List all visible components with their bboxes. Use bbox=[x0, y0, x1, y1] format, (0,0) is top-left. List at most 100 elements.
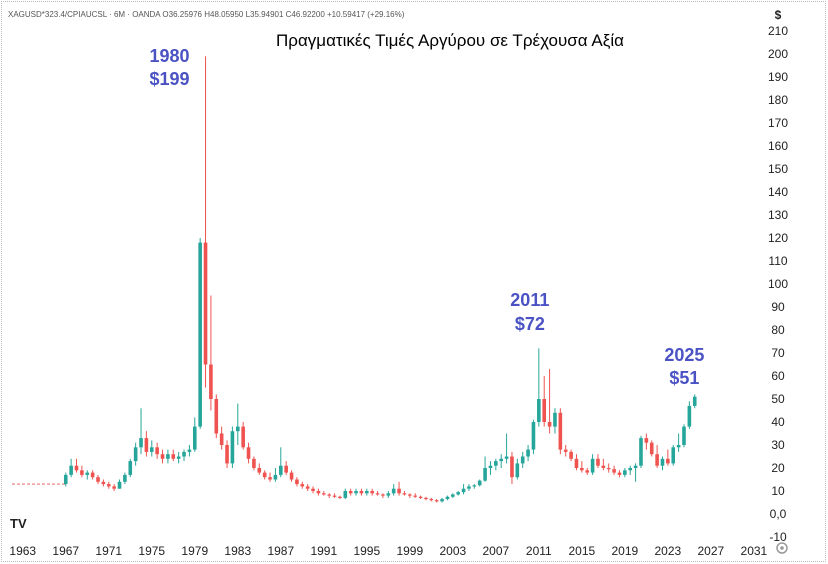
x-tick-label: 1999 bbox=[396, 544, 423, 558]
x-tick-label: 1995 bbox=[353, 544, 380, 558]
candle-body bbox=[569, 451, 573, 459]
candle-body bbox=[123, 474, 127, 482]
candle-body bbox=[612, 469, 616, 473]
candle-body bbox=[386, 493, 391, 496]
candle-body bbox=[316, 491, 321, 494]
candle-body bbox=[408, 494, 412, 496]
candle-body bbox=[128, 461, 133, 475]
x-axis: 1963 1967 1971 1975 1979 1983 1987 1991 1995 1999… bbox=[9, 544, 767, 558]
candle-body bbox=[171, 454, 176, 459]
candle-body bbox=[338, 496, 342, 498]
candle-body bbox=[268, 477, 272, 480]
candle-body bbox=[139, 438, 143, 448]
candle-body bbox=[601, 465, 606, 468]
x-tick-label: 1963 bbox=[9, 544, 36, 558]
y-tick-label: 150 bbox=[768, 162, 788, 176]
candle-body bbox=[531, 422, 536, 450]
candle-body bbox=[596, 458, 600, 466]
candle-body bbox=[553, 412, 557, 427]
candles-layer bbox=[63, 56, 697, 503]
candle-body bbox=[623, 470, 627, 475]
candle-body bbox=[112, 486, 116, 489]
candle-body bbox=[133, 447, 138, 462]
candle-body bbox=[585, 470, 590, 473]
candle-body bbox=[252, 458, 256, 468]
candle-body bbox=[273, 474, 278, 480]
candle-body bbox=[192, 426, 197, 450]
annotation-price: $72 bbox=[515, 314, 545, 334]
candle-body bbox=[644, 438, 649, 443]
candle-body bbox=[649, 442, 654, 455]
annotation-price: $199 bbox=[150, 69, 190, 89]
candle-body bbox=[537, 399, 541, 422]
x-tick-label: 2003 bbox=[439, 544, 466, 558]
candle-body bbox=[101, 481, 106, 485]
candle-body bbox=[563, 449, 568, 452]
candle-body bbox=[682, 426, 686, 445]
annotation-price: $51 bbox=[669, 368, 699, 388]
y-tick-label: 210 bbox=[768, 24, 788, 38]
candle-body bbox=[606, 468, 611, 470]
candle-body bbox=[348, 491, 353, 494]
candle-body bbox=[472, 485, 477, 487]
candle-body bbox=[359, 491, 364, 494]
candle-body bbox=[203, 242, 208, 365]
candle-body bbox=[477, 480, 482, 486]
candle-body bbox=[284, 465, 288, 473]
y-tick-label: 110 bbox=[768, 254, 787, 268]
candle-body bbox=[628, 468, 633, 471]
candle-body bbox=[483, 468, 487, 481]
candle-body bbox=[402, 493, 407, 495]
y-tick-label: 120 bbox=[768, 231, 788, 245]
candle-body bbox=[633, 465, 638, 468]
candle-body bbox=[241, 426, 245, 448]
candle-body bbox=[182, 451, 186, 457]
candle-body bbox=[526, 449, 530, 457]
y-tick-label: 200 bbox=[768, 47, 788, 61]
chart-title: Πραγματικές Τιμές Αργύρου σε Τρέχουσα Αξ… bbox=[276, 31, 624, 50]
x-tick-label: 1979 bbox=[181, 544, 208, 558]
annotation-year: 2025 bbox=[664, 345, 704, 365]
candle-body bbox=[209, 364, 213, 399]
candle-body bbox=[187, 449, 192, 452]
x-tick-label: 2027 bbox=[698, 544, 725, 558]
candle-body bbox=[225, 445, 229, 464]
candle-body bbox=[74, 465, 79, 471]
candle-body bbox=[520, 456, 525, 464]
candle-body bbox=[655, 454, 659, 466]
candle-body bbox=[424, 497, 428, 500]
y-tick-label: 190 bbox=[768, 70, 788, 84]
candle-body bbox=[289, 472, 294, 480]
candle-body bbox=[85, 472, 90, 475]
y-tick-label: -10 bbox=[769, 530, 787, 544]
x-tick-label: 2019 bbox=[611, 544, 638, 558]
y-tick-label: 50 bbox=[771, 392, 785, 406]
candle-body bbox=[230, 431, 235, 464]
candle-body bbox=[666, 458, 670, 464]
x-tick-label: 1991 bbox=[310, 544, 337, 558]
candle-body bbox=[499, 458, 504, 462]
y-tick-label: 90 bbox=[771, 300, 785, 314]
candle-body bbox=[456, 492, 460, 495]
x-tick-label: 1975 bbox=[138, 544, 165, 558]
x-tick-label: 1987 bbox=[267, 544, 294, 558]
y-tick-label: 60 bbox=[771, 369, 785, 383]
y-tick-label: 180 bbox=[768, 93, 788, 107]
candle-body bbox=[580, 468, 584, 471]
candle-body bbox=[639, 438, 643, 466]
x-tick-label: 2015 bbox=[568, 544, 595, 558]
x-tick-label: 2007 bbox=[482, 544, 509, 558]
y-tick-label: 170 bbox=[768, 116, 788, 130]
candle-body bbox=[214, 399, 219, 434]
candle-body bbox=[160, 454, 165, 459]
y-tick-label: 10 bbox=[771, 484, 785, 498]
x-tick-label: 2031 bbox=[741, 544, 768, 558]
candle-body bbox=[300, 484, 305, 487]
settings-gear-icon[interactable] bbox=[776, 542, 788, 554]
candle-body bbox=[510, 456, 514, 478]
ticker-info: XAGUSD*323.4/CPIAUCSL · 6M · OANDA O36.2… bbox=[8, 10, 405, 19]
candle-body bbox=[542, 399, 547, 422]
annotations: 1980 $199 2011 $72 2025 $51 bbox=[150, 46, 705, 388]
